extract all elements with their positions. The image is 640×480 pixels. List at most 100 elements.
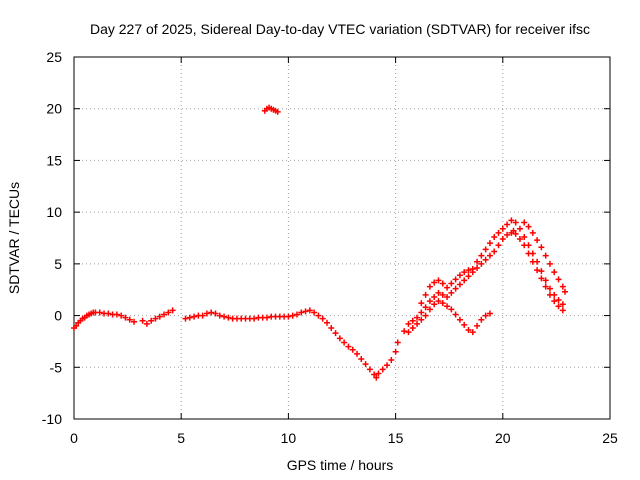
data-point (439, 291, 446, 298)
data-point (298, 309, 305, 316)
data-point (139, 317, 146, 324)
data-point (143, 320, 150, 327)
data-point (422, 312, 429, 319)
series-decay-tail (521, 219, 568, 295)
data-point (486, 240, 493, 247)
data-point (551, 291, 558, 298)
data-point (474, 322, 481, 329)
data-point (465, 273, 472, 280)
data-point (465, 327, 472, 334)
data-point (461, 321, 468, 328)
data-point (452, 285, 459, 292)
data-point (561, 288, 568, 295)
data-point (349, 346, 356, 353)
data-point (341, 339, 348, 346)
data-point (148, 317, 155, 324)
data-point (263, 314, 270, 321)
data-point (165, 309, 172, 316)
data-point (323, 319, 330, 326)
data-point (414, 320, 421, 327)
data-point (216, 312, 223, 319)
data-point (465, 267, 472, 274)
data-point (358, 356, 365, 363)
chart-title: Day 227 of 2025, Sidereal Day-to-day VTE… (90, 21, 590, 37)
data-point (546, 285, 553, 292)
data-point (126, 316, 133, 323)
data-point (328, 324, 335, 331)
data-point (199, 312, 206, 319)
data-point (405, 320, 412, 327)
x-tick-label: 15 (388, 430, 404, 446)
y-axis-label: SDTVAR / TECUs (6, 182, 22, 294)
data-point (542, 283, 549, 290)
data-point (319, 315, 326, 322)
data-point (302, 308, 309, 315)
x-axis-label: GPS time / hours (287, 457, 394, 473)
data-point (96, 309, 103, 316)
data-point (439, 280, 446, 287)
data-point (508, 217, 515, 224)
data-point (418, 309, 425, 316)
data-point (555, 303, 562, 310)
data-point (122, 314, 129, 321)
data-point (529, 229, 536, 236)
data-point (306, 307, 313, 314)
data-point (152, 315, 159, 322)
data-point (409, 317, 416, 324)
data-point (285, 313, 292, 320)
data-point (208, 309, 215, 316)
data-point (73, 322, 80, 329)
data-point (448, 306, 455, 313)
y-tick-label: 0 (54, 308, 62, 324)
data-point (456, 281, 463, 288)
y-tick-label: -10 (42, 411, 62, 427)
data-point (534, 237, 541, 244)
data-point (525, 242, 532, 249)
data-point (431, 293, 438, 300)
data-point (469, 266, 476, 273)
data-point (499, 236, 506, 243)
data-point (409, 324, 416, 331)
series-upper-track (418, 217, 566, 308)
x-tick-label: 5 (177, 430, 185, 446)
y-tick-label: 20 (46, 101, 62, 117)
data-point (435, 277, 442, 284)
data-point (182, 315, 189, 322)
data-point (444, 284, 451, 291)
series-isolated-cluster (261, 104, 281, 115)
x-tick-label: 25 (602, 430, 618, 446)
data-point (384, 362, 391, 369)
data-point (491, 233, 498, 240)
data-point (444, 293, 451, 300)
data-point (512, 219, 519, 226)
data-point (392, 348, 399, 355)
data-point (431, 279, 438, 286)
data-point (521, 219, 528, 226)
x-tick-label: 10 (281, 430, 297, 446)
x-tick-label: 0 (70, 430, 78, 446)
data-point (113, 311, 120, 318)
data-point (559, 283, 566, 290)
data-point (529, 250, 536, 257)
data-point (516, 225, 523, 232)
data-point (559, 307, 566, 314)
data-point (495, 242, 502, 249)
data-point (394, 339, 401, 346)
data-points (71, 104, 568, 381)
plot-frame (73, 56, 611, 420)
data-point (521, 233, 528, 240)
data-point (461, 269, 468, 276)
data-point (559, 301, 566, 308)
data-point (186, 314, 193, 321)
data-point (289, 312, 296, 319)
data-point (474, 258, 481, 265)
data-point (293, 311, 300, 318)
data-point (452, 311, 459, 318)
y-tick-label: -5 (50, 359, 63, 375)
data-point (504, 231, 511, 238)
data-point (221, 313, 228, 320)
data-point (426, 298, 433, 305)
data-point (375, 370, 382, 377)
data-point (426, 306, 433, 313)
